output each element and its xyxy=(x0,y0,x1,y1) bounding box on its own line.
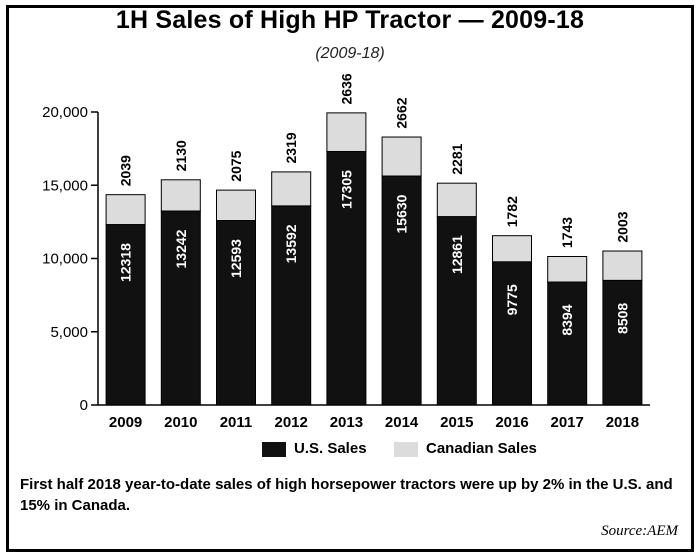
bar-us xyxy=(381,175,422,406)
x-tick-label: 2011 xyxy=(220,414,253,431)
legend-swatch-canada xyxy=(394,442,418,457)
data-label-us: 8508 xyxy=(614,303,630,334)
data-label-canada: 2662 xyxy=(394,97,410,128)
x-tick-label: 2009 xyxy=(109,414,142,431)
x-tick-label: 2016 xyxy=(495,414,528,431)
data-label-us: 12861 xyxy=(449,235,465,274)
bar-canada xyxy=(326,112,367,152)
bar-canada xyxy=(492,235,532,263)
data-label-canada: 2281 xyxy=(449,143,465,174)
legend-swatch-us xyxy=(262,442,286,457)
y-tick-label: 15,000 xyxy=(42,177,88,194)
x-tick-label: 2017 xyxy=(551,414,584,431)
x-tick-label: 2010 xyxy=(164,414,197,431)
data-label-canada: 2319 xyxy=(283,132,299,163)
bar-canada xyxy=(160,179,201,212)
bar-us xyxy=(271,205,312,406)
data-label-canada: 1743 xyxy=(559,217,575,248)
footnote: First half 2018 year-to-date sales of hi… xyxy=(20,476,673,514)
data-label-canada: 2039 xyxy=(118,155,134,186)
data-label-canada: 2075 xyxy=(228,150,244,181)
bar-canada xyxy=(436,182,477,218)
y-tick-label: 5,000 xyxy=(50,324,88,341)
bar-canada xyxy=(271,171,312,207)
y-tick-label: 10,000 xyxy=(42,251,88,268)
data-label-canada: 2130 xyxy=(173,140,189,171)
bar-canada xyxy=(381,136,422,177)
bar-canada xyxy=(105,194,146,226)
y-tick-label: 0 xyxy=(80,397,88,414)
data-label-canada: 1782 xyxy=(504,196,520,227)
data-label-us: 17305 xyxy=(338,170,354,209)
bar-us xyxy=(160,210,201,406)
data-label-us: 13592 xyxy=(283,224,299,263)
y-tick-label: 20,000 xyxy=(42,104,88,121)
data-label-us: 9775 xyxy=(504,284,520,315)
legend-label-canada: Canadian Sales xyxy=(426,440,537,457)
bar-us xyxy=(216,220,256,406)
data-label-canada: 2003 xyxy=(614,211,630,242)
bar-chart: 0 5,000 10,000 15,000 20,000 12318 2039 2009 132… xyxy=(42,73,650,431)
chart-title: 1H Sales of High HP Tractor — 2009-18 xyxy=(115,6,585,34)
data-label-us: 12318 xyxy=(118,243,134,282)
legend-label-us: U.S. Sales xyxy=(294,440,367,457)
bar-us xyxy=(602,279,643,406)
x-tick-label: 2012 xyxy=(275,414,308,431)
data-label-canada: 2636 xyxy=(338,73,354,104)
data-label-us: 13242 xyxy=(173,229,189,268)
bar-us xyxy=(547,281,588,406)
bar-canada xyxy=(216,189,256,222)
x-tick-label: 2015 xyxy=(440,414,473,431)
x-tick-label: 2018 xyxy=(606,414,639,431)
x-tick-label: 2014 xyxy=(385,414,419,431)
source-credit: Source:AEM xyxy=(601,523,678,539)
bar-canada xyxy=(547,255,588,283)
x-tick-label: 2013 xyxy=(330,414,363,431)
bar-canada xyxy=(602,250,643,281)
bar-us xyxy=(105,224,146,406)
data-label-us: 8394 xyxy=(559,304,575,335)
data-label-us: 15630 xyxy=(394,194,410,233)
bar-us xyxy=(492,261,532,406)
bar-us xyxy=(326,150,367,406)
data-label-us: 12593 xyxy=(228,239,244,278)
chart-subtitle: (2009-18) xyxy=(315,45,385,62)
